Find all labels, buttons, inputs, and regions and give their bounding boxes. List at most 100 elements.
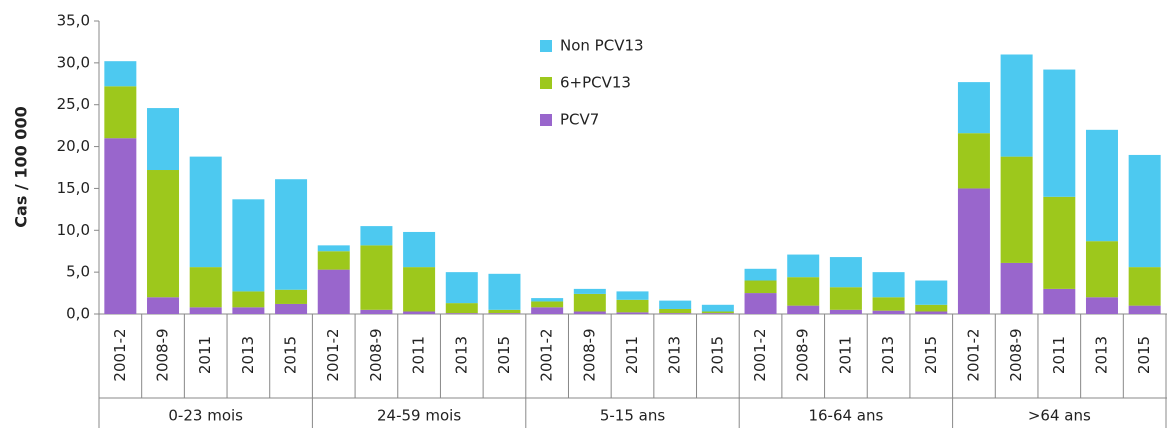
- bar-segment: [360, 309, 393, 314]
- bar-segment: [787, 254, 820, 278]
- bar-segment: [317, 251, 350, 270]
- x-tick-label: 2008-9: [154, 328, 172, 381]
- y-tick-label: 0,0: [66, 305, 90, 323]
- bar-segment: [189, 267, 222, 308]
- bar-segment: [957, 82, 990, 134]
- x-tick-label: 2001-2: [538, 328, 556, 381]
- bar-segment: [744, 280, 777, 294]
- bar-segment: [573, 288, 606, 294]
- bar-segment: [616, 312, 649, 314]
- bar-segment: [403, 311, 436, 314]
- legend-label: PCV7: [560, 111, 599, 129]
- x-tick-label: 2011: [196, 336, 214, 374]
- bar-segment: [232, 291, 265, 308]
- bar-segment: [1000, 156, 1033, 263]
- bar-segment: [445, 272, 478, 304]
- x-tick-label: 2015: [495, 336, 513, 374]
- y-tick-label: 25,0: [57, 95, 90, 113]
- legend-swatch: [540, 40, 552, 52]
- x-tick-label: 2001-2: [111, 328, 129, 381]
- bar-segment: [744, 293, 777, 314]
- x-tick-label: 2015: [708, 336, 726, 374]
- y-tick-label: 30,0: [57, 53, 90, 71]
- bar-segment: [829, 287, 862, 310]
- bar-segment: [829, 257, 862, 288]
- bar-segment: [616, 291, 649, 300]
- x-tick-label: 2001-2: [751, 328, 769, 381]
- x-tick-label: 2008-9: [794, 328, 812, 381]
- bar-segment: [189, 307, 222, 314]
- bar-segment: [232, 199, 265, 292]
- bar-segment: [445, 303, 478, 314]
- bar-segment: [659, 313, 692, 314]
- bar-segment: [403, 267, 436, 312]
- bar-segment: [787, 305, 820, 314]
- group-label: 16-64 ans: [808, 407, 883, 425]
- bar-segment: [488, 309, 521, 314]
- bar-segment: [488, 313, 521, 314]
- bar-segment: [1043, 69, 1076, 197]
- x-tick-label: 2001-2: [324, 328, 342, 381]
- bar-segment: [317, 245, 350, 252]
- bar-segment: [445, 313, 478, 314]
- bar-segment: [531, 307, 564, 314]
- bar-segment: [104, 86, 137, 139]
- y-tick-label: 10,0: [57, 221, 90, 239]
- bar-segment: [1128, 267, 1161, 306]
- x-tick-label: 2013: [239, 336, 257, 374]
- bar-segment: [659, 300, 692, 309]
- group-label: 0-23 mois: [168, 407, 243, 425]
- x-tick-label: 2013: [666, 336, 684, 374]
- bar-segment: [1043, 288, 1076, 314]
- legend-label: 6+PCV13: [560, 74, 631, 92]
- bar-segment: [829, 309, 862, 314]
- x-tick-label: 2013: [452, 336, 470, 374]
- bar-segment: [275, 303, 308, 314]
- y-tick-label: 15,0: [57, 179, 90, 197]
- x-tick-label: 2011: [1050, 336, 1068, 374]
- bar-segment: [1085, 297, 1118, 314]
- bar-segment: [573, 293, 606, 312]
- bar-segment: [659, 308, 692, 314]
- bar-segment: [1043, 196, 1076, 289]
- x-tick-label: 2001-2: [964, 328, 982, 381]
- bar-segment: [189, 156, 222, 268]
- x-tick-label: 2011: [836, 336, 854, 374]
- x-tick-label: 2008-9: [367, 328, 385, 381]
- bar-segment: [275, 179, 308, 290]
- bar-segment: [104, 61, 137, 87]
- bar-segment: [275, 289, 308, 304]
- group-label: 5-15 ans: [600, 407, 666, 425]
- bar-segment: [147, 297, 180, 314]
- x-tick-label: 2011: [410, 336, 428, 374]
- bar-segment: [1000, 54, 1033, 157]
- y-tick-label: 35,0: [57, 12, 90, 30]
- bar-segment: [872, 310, 905, 314]
- bar-segment: [872, 272, 905, 298]
- bar-segment: [1085, 129, 1118, 242]
- y-tick-label: 20,0: [57, 137, 90, 155]
- bar-segment: [573, 311, 606, 314]
- x-tick-label: 2013: [1092, 336, 1110, 374]
- bar-segment: [701, 311, 734, 314]
- x-tick-label: 2008-9: [1007, 328, 1025, 381]
- bar-segment: [360, 226, 393, 246]
- bar-segment: [744, 268, 777, 281]
- bar-segment: [147, 108, 180, 171]
- bar-segment: [701, 313, 734, 314]
- bar-segment: [1000, 262, 1033, 314]
- x-tick-label: 2013: [879, 336, 897, 374]
- bar-segment: [915, 280, 948, 305]
- bar-segment: [957, 133, 990, 189]
- x-tick-label: 2008-9: [580, 328, 598, 381]
- y-axis-title: Cas / 100 000: [12, 106, 31, 227]
- x-tick-label: 2015: [922, 336, 940, 374]
- bar-segment: [232, 307, 265, 314]
- bar-segment: [1085, 241, 1118, 298]
- bar-segment: [147, 170, 180, 298]
- bar-segment: [701, 304, 734, 312]
- bar-segment: [1128, 305, 1161, 314]
- bar-segment: [616, 299, 649, 313]
- y-tick-label: 5,0: [66, 263, 90, 281]
- x-tick-label: 2015: [282, 336, 300, 374]
